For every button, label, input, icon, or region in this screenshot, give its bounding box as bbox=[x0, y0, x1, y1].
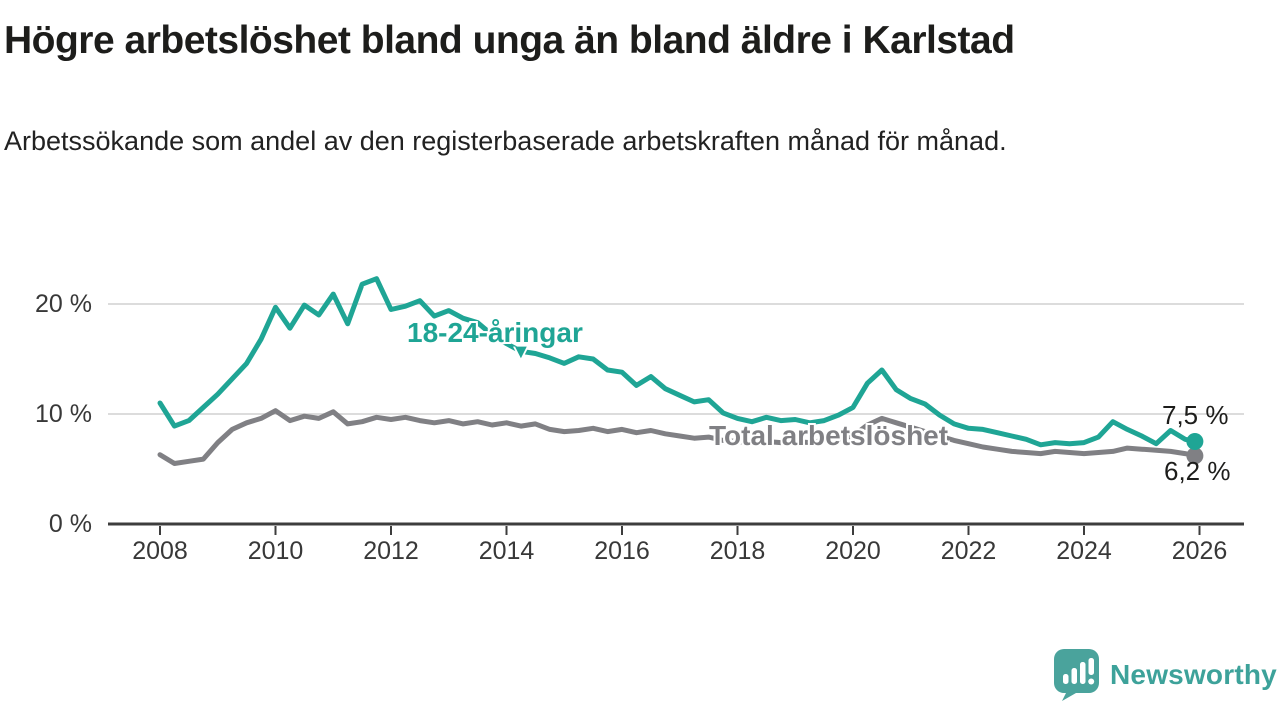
chart-subtitle: Arbetssökande som andel av den registerb… bbox=[4, 126, 1007, 156]
y-axis-label: 0 % bbox=[48, 510, 92, 538]
x-axis-label: 2018 bbox=[709, 537, 766, 565]
x-axis-label: 2024 bbox=[1056, 537, 1112, 565]
series-line bbox=[157, 408, 1198, 466]
series-line bbox=[157, 276, 1198, 448]
x-axis-label: 2012 bbox=[363, 537, 419, 565]
end-value-label-young: 7,5 % bbox=[1162, 400, 1229, 430]
newsworthy-logo-icon bbox=[1054, 649, 1099, 701]
x-axis-label: 2014 bbox=[478, 537, 535, 565]
series-label-total: Total arbetslöshet bbox=[709, 420, 949, 451]
y-axis-label: 20 % bbox=[35, 290, 92, 318]
series-end-dot bbox=[1186, 447, 1204, 465]
x-axis-label: 2022 bbox=[940, 537, 997, 565]
x-axis-label: 2026 bbox=[1171, 537, 1228, 565]
chart-title: Högre arbetslöshet bland unga än bland ä… bbox=[4, 19, 1015, 62]
x-axis-label: 2010 bbox=[247, 537, 304, 565]
series-end-dot bbox=[1186, 433, 1204, 450]
x-axis-label: 2008 bbox=[132, 537, 188, 565]
y-axis-label: 10 % bbox=[35, 400, 92, 428]
down-arrow-icon: ▼ bbox=[511, 341, 531, 363]
end-value-label-total: 6,2 % bbox=[1164, 456, 1231, 486]
newsworthy-logo: Newsworthy bbox=[1054, 649, 1277, 701]
x-axis-label: 2020 bbox=[825, 537, 881, 565]
series-label-young: 18-24-åringar bbox=[407, 317, 583, 348]
newsworthy-logo-text: Newsworthy bbox=[1110, 659, 1277, 690]
x-axis-label: 2016 bbox=[594, 537, 650, 565]
